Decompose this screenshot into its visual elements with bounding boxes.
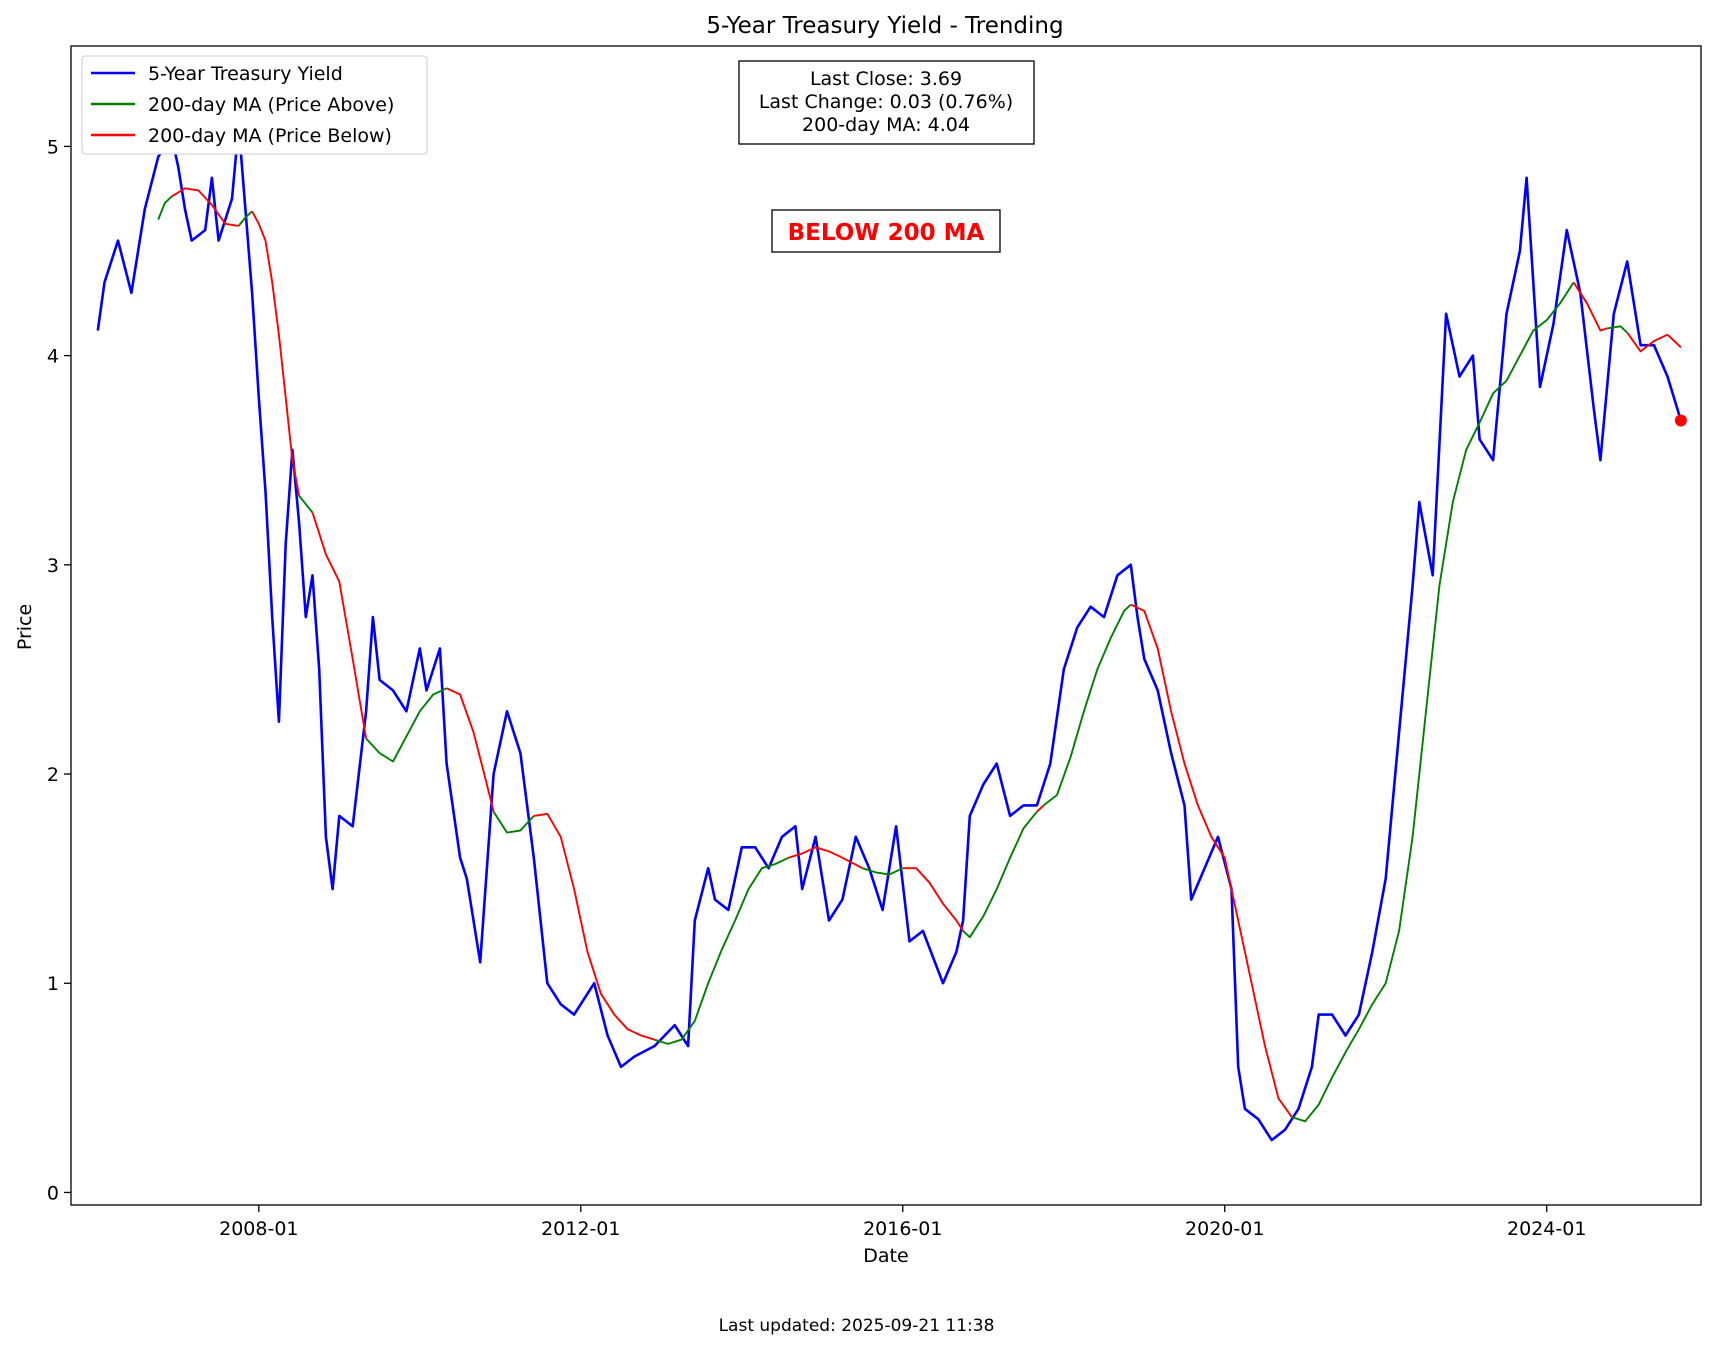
ma-above-segment xyxy=(654,856,790,1045)
x-axis-label: Date xyxy=(863,1245,908,1267)
last-updated: Last updated: 2025-09-21 11:38 xyxy=(718,1316,995,1336)
ma-below-segment xyxy=(533,812,655,1041)
ma-below-segment xyxy=(251,210,301,496)
x-tick-label: 2016-01 xyxy=(863,1218,942,1240)
legend-label-ma-below: 200-day MA (Price Below) xyxy=(148,125,392,147)
ma-above-segment xyxy=(962,811,1038,939)
legend: 5-Year Treasury Yield 200-day MA (Price … xyxy=(81,55,428,155)
ma-above-segment xyxy=(862,867,904,876)
ma-above-segment xyxy=(1291,281,1575,1123)
ma-below-segment xyxy=(1130,603,1293,1118)
x-tick-label: 2008-01 xyxy=(219,1218,298,1240)
ma-below-segment xyxy=(788,846,863,870)
ma-above-segment xyxy=(1606,325,1628,334)
ma-above-segment xyxy=(365,687,447,763)
y-axis-label: Price xyxy=(14,604,36,650)
ma-below-segment xyxy=(171,187,239,227)
legend-label-price: 5-Year Treasury Yield xyxy=(148,63,343,85)
y-tick-label: 0 xyxy=(47,1182,59,1204)
chart-title: 5-Year Treasury Yield - Trending xyxy=(706,13,1063,39)
price-line xyxy=(96,124,1683,1142)
y-tick-label: 3 xyxy=(47,555,59,577)
last-close-marker xyxy=(1674,414,1687,427)
ma-below-segment xyxy=(1626,332,1682,353)
y-tick-label: 5 xyxy=(47,136,59,158)
x-tick-label: 2012-01 xyxy=(541,1218,620,1240)
legend-label-ma-above: 200-day MA (Price Above) xyxy=(148,94,394,116)
ma-above-segment xyxy=(157,195,173,220)
ma-below-segment xyxy=(902,867,964,932)
y-tick-label: 1 xyxy=(47,973,59,995)
status-badge-frame xyxy=(771,209,1001,253)
x-tick-label: 2024-01 xyxy=(1507,1218,1586,1240)
status-label: BELOW 200 MA xyxy=(788,220,985,246)
ma-above-segment xyxy=(237,210,253,227)
info-box: Last Close: 3.69 Last Change: 0.03 (0.76… xyxy=(738,60,1035,145)
info-last-change: Last Change: 0.03 (0.76%) xyxy=(759,91,1013,113)
info-last-close: Last Close: 3.69 xyxy=(810,68,962,90)
status-badge: BELOW 200 MA xyxy=(771,209,1001,253)
ma-below-segment xyxy=(1036,804,1045,813)
info-ma-value: 200-day MA: 4.04 xyxy=(802,114,970,136)
info-box-frame xyxy=(738,60,1035,145)
series-layer xyxy=(96,124,1687,1142)
ma-above-segment xyxy=(1043,603,1132,807)
x-tick-label: 2020-01 xyxy=(1185,1218,1264,1240)
legend-frame xyxy=(81,55,428,155)
plot-area xyxy=(70,45,1702,1206)
y-tick-label: 2 xyxy=(47,764,59,786)
y-tick-label: 4 xyxy=(47,346,59,368)
ma-below-segment xyxy=(1572,281,1608,332)
x-axis: 2008-01 2012-01 2016-01 2020-01 2024-01 xyxy=(219,1205,1586,1240)
ma-above-segment xyxy=(492,811,535,834)
ma-above-segment xyxy=(298,495,314,514)
y-axis: 0 1 2 3 4 5 xyxy=(47,136,71,1204)
ma-below-segment xyxy=(446,687,495,812)
ma-below-segment xyxy=(311,512,368,739)
